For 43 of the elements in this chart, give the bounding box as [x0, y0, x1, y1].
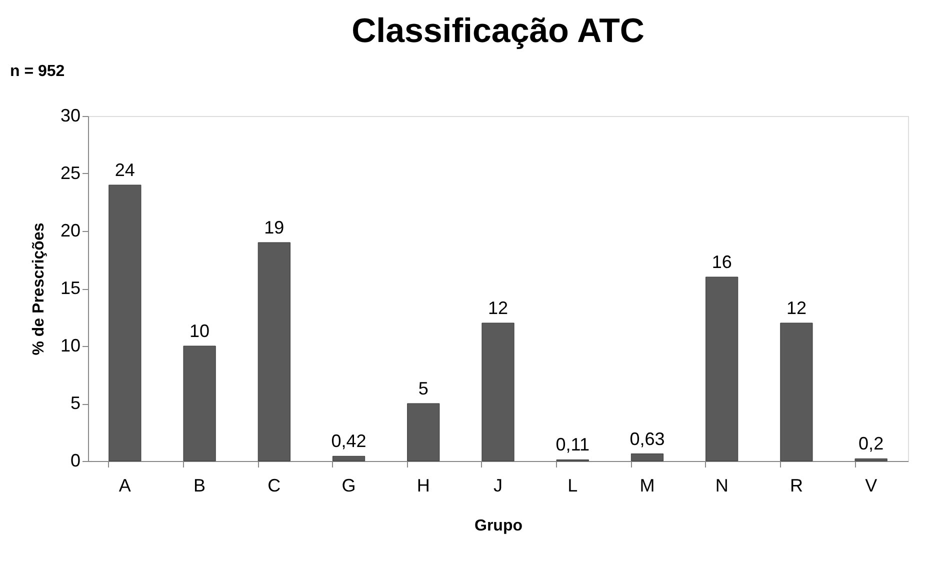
text: n = 952 [10, 63, 65, 80]
x-tick-label: M [640, 476, 655, 496]
data-label: 10 [190, 321, 210, 341]
x-tick-label: R [790, 476, 803, 496]
data-label: 16 [712, 252, 732, 272]
bar [706, 276, 738, 462]
bar [482, 322, 514, 462]
x-tick-label: A [118, 476, 131, 496]
y-tick-label: 10 [60, 336, 80, 356]
y-tick-label: 20 [60, 220, 80, 240]
data-label: 5 [418, 378, 428, 398]
data-label: 0,11 [556, 434, 590, 455]
y-tick-label: 0 [70, 450, 80, 470]
x-tick-label: H [416, 476, 430, 496]
bar [780, 322, 813, 462]
bar [183, 346, 216, 462]
data-label: 19 [264, 218, 284, 238]
data-label: 0,2 [858, 434, 884, 454]
bar [407, 403, 440, 462]
x-tick-label: L [568, 476, 578, 496]
data-label: 0,63 [630, 428, 665, 449]
y-tick-label: 30 [60, 106, 80, 126]
y-tick-label: 5 [70, 393, 80, 413]
x-tick-label: C [268, 476, 281, 496]
y-tick-label: 25 [60, 163, 80, 183]
bar [332, 456, 366, 462]
bar [258, 242, 290, 462]
x-tick-label: N [715, 476, 728, 496]
x-axis-title: Grupo [474, 518, 523, 534]
bar [854, 458, 888, 462]
bar [630, 454, 664, 462]
y-tick-label: 15 [60, 278, 80, 298]
data-label: 12 [786, 298, 806, 318]
y-axis-title: % de Prescrições [30, 222, 48, 356]
data-label: 24 [114, 160, 135, 180]
x-tick-label: J [494, 476, 502, 496]
chart-title: Classificação ATC [352, 12, 644, 50]
x-tick-label: B [194, 476, 206, 496]
x-tick-label: G [342, 476, 356, 496]
bar [108, 184, 142, 462]
data-label: 0,42 [331, 431, 366, 452]
data-label: 12 [488, 298, 508, 318]
x-tick-label: V [865, 476, 878, 496]
